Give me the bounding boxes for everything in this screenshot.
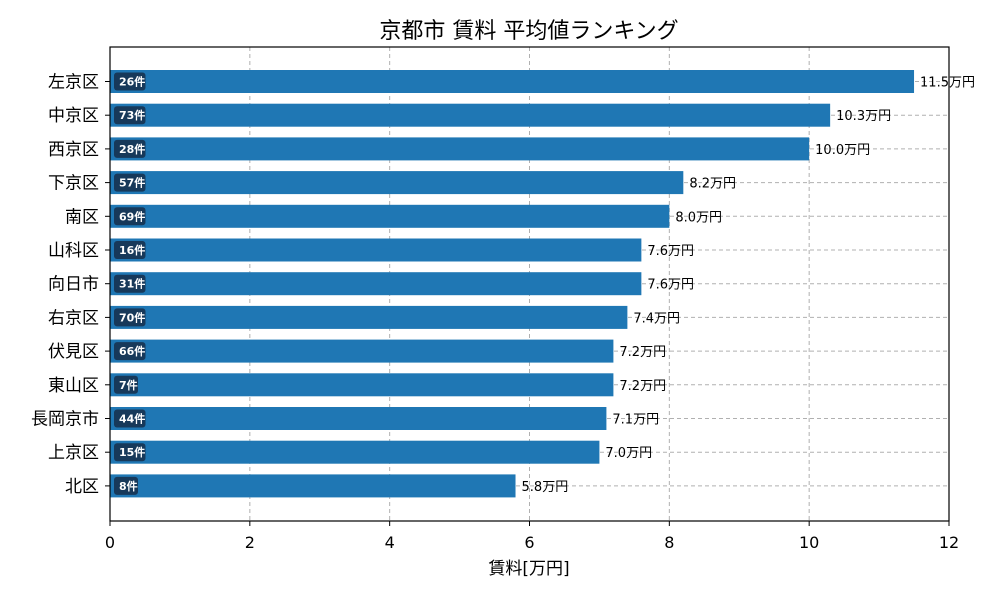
bar — [110, 204, 670, 228]
count-label: 31件 — [119, 277, 145, 291]
value-label: 5.8万円 — [522, 480, 569, 495]
chart-title: 京都市 賃料 平均値ランキング — [379, 19, 678, 44]
category-label: 伏見区 — [48, 342, 99, 362]
bar — [110, 407, 607, 430]
category-label: 南区 — [65, 207, 99, 227]
count-label: 69件 — [119, 209, 145, 223]
bar — [110, 440, 600, 464]
bar — [110, 373, 614, 397]
category-label: 下京区 — [48, 174, 99, 194]
bar — [110, 305, 628, 329]
value-label: 7.2万円 — [619, 345, 666, 360]
x-tick-label: 6 — [524, 533, 534, 552]
category-label: 東山区 — [48, 376, 99, 396]
x-tick-label: 4 — [385, 533, 395, 552]
value-label: 7.6万円 — [647, 244, 694, 259]
x-tick-label: 2 — [245, 533, 255, 552]
bar — [110, 339, 614, 363]
bar — [110, 474, 516, 498]
category-label: 長岡京市 — [31, 410, 99, 430]
count-label: 73件 — [119, 108, 145, 122]
count-badge — [114, 173, 146, 192]
x-tick-label: 8 — [664, 533, 674, 552]
count-badge — [114, 139, 146, 158]
count-label: 44件 — [119, 412, 145, 426]
category-label: 向日市 — [48, 275, 99, 295]
count-badge — [114, 241, 146, 259]
value-label: 10.3万円 — [836, 109, 891, 124]
value-label: 7.1万円 — [612, 413, 659, 428]
value-label: 7.0万円 — [605, 446, 652, 461]
count-label: 15件 — [119, 445, 145, 459]
value-label: 7.6万円 — [647, 278, 694, 293]
count-label: 70件 — [119, 310, 145, 324]
count-badge — [114, 274, 146, 293]
count-label: 26件 — [119, 75, 145, 89]
bar — [110, 70, 915, 93]
count-badge — [114, 409, 146, 428]
count-label: 66件 — [119, 344, 145, 358]
value-label: 10.0万円 — [815, 143, 870, 158]
count-label: 7件 — [119, 378, 138, 392]
value-label: 8.2万円 — [689, 177, 736, 192]
count-badge — [114, 308, 146, 327]
count-label: 8件 — [119, 479, 138, 493]
x-tick-label: 0 — [105, 533, 115, 552]
count-badge — [114, 106, 146, 125]
count-badge — [114, 342, 146, 361]
count-badge — [114, 207, 146, 226]
value-label: 7.2万円 — [619, 379, 666, 394]
bar — [110, 137, 810, 161]
count-label: 57件 — [119, 176, 145, 190]
bar — [110, 171, 684, 195]
count-badge — [114, 476, 138, 495]
x-tick-label: 12 — [939, 533, 959, 552]
count-label: 28件 — [119, 142, 145, 156]
value-label: 11.5万円 — [920, 76, 975, 91]
bar — [110, 272, 642, 296]
category-label: 中京区 — [48, 106, 99, 126]
bars-layer: 26件 11.5万円 73件 10.3万円 28件 10.0万円 57件 8.2万円 69件 8.… — [110, 70, 975, 498]
bar — [110, 238, 642, 262]
category-label: 右京区 — [48, 308, 99, 328]
bar — [110, 103, 831, 127]
x-tick-label: 10 — [799, 533, 819, 552]
category-label: 左京区 — [48, 73, 99, 93]
category-label: 山科区 — [48, 241, 99, 261]
category-label: 北区 — [65, 477, 99, 497]
value-label: 7.4万円 — [633, 311, 680, 326]
axis-layer: 0 2 4 6 8 10 12 左京区中京区西京区下京区南区山科区向日市右京区伏見区東山区長岡… — [31, 73, 959, 553]
count-label: 16件 — [119, 243, 145, 257]
category-label: 上京区 — [48, 443, 99, 463]
category-label: 西京区 — [48, 140, 99, 160]
count-badge — [114, 375, 138, 394]
count-badge — [114, 72, 146, 91]
count-badge — [114, 443, 146, 462]
value-label: 8.0万円 — [675, 210, 722, 225]
x-axis-label: 賃料[万円] — [488, 559, 569, 579]
